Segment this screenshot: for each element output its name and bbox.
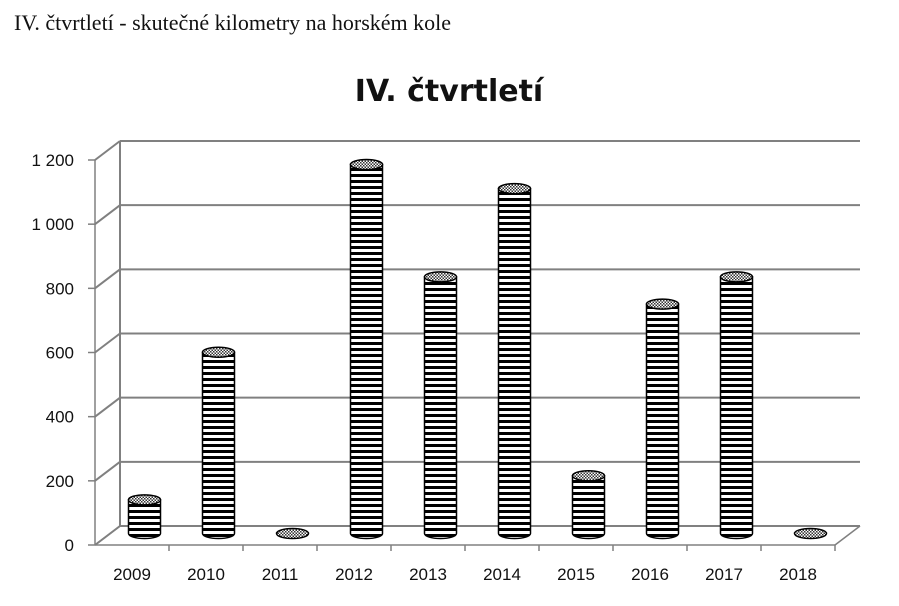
chart-title: IV. čtvrtletí [355, 74, 545, 109]
bar-body [349, 163, 384, 540]
x-tick-label: 2009 [113, 565, 151, 584]
bar-body [201, 351, 236, 540]
gridline-depth [94, 140, 121, 161]
gridline-depth [94, 396, 121, 418]
gridline-depth [94, 461, 121, 482]
bar-2012 [349, 158, 384, 540]
x-tick-label: 2011 [262, 565, 299, 584]
x-tick-label: 2018 [779, 565, 817, 584]
bar-body [497, 187, 532, 540]
bar-2013 [423, 271, 458, 540]
bar-cap [793, 527, 828, 540]
bar-body [719, 276, 754, 540]
y-tick-label: 800 [46, 279, 74, 298]
bar-cap [349, 158, 384, 171]
y-axis: 0 200 400 600 800 1 000 1 200 [31, 151, 95, 555]
floor-right-edge [834, 525, 861, 546]
gridline-depth [94, 268, 121, 290]
bar-2016 [645, 298, 680, 540]
bar-2015 [571, 470, 606, 540]
y-tick-label: 400 [46, 408, 74, 427]
gridline-depth [94, 332, 121, 354]
bar-cap [423, 271, 458, 283]
x-tick-label: 2015 [557, 565, 595, 584]
y-tick-label: 1 200 [31, 151, 74, 170]
bar-body [571, 475, 606, 540]
x-tick-label: 2014 [483, 565, 521, 584]
y-tick-label: 600 [46, 344, 74, 363]
bar-2010 [201, 346, 236, 540]
page-heading: IV. čtvrtletí - skutečné kilometry na ho… [14, 10, 452, 35]
x-axis: 2009 2010 2011 2012 2013 2014 2015 2016 2017 2018 [113, 545, 836, 584]
x-tick-label: 2013 [409, 565, 447, 584]
x-tick-label: 2016 [631, 565, 669, 584]
bar-2011 [275, 527, 310, 540]
bar-cap [201, 346, 236, 358]
x-tick-label: 2010 [187, 565, 225, 584]
bar-cap [127, 494, 162, 506]
bar-cap [275, 527, 310, 540]
y-tick-label: 1 000 [31, 215, 74, 234]
bar-body [423, 276, 458, 540]
bar-cap [497, 182, 532, 195]
x-tick-label: 2012 [335, 565, 373, 584]
bar-cap [645, 298, 680, 310]
floor-left-edge [94, 525, 121, 546]
bar-2018 [793, 527, 828, 540]
bars [127, 158, 828, 540]
x-tick-label: 2017 [705, 565, 743, 584]
y-tick-label: 0 [65, 536, 74, 555]
gridline-depth [94, 204, 121, 225]
bar-body [645, 303, 680, 540]
bar-2017 [719, 271, 754, 540]
bar-cap [571, 470, 606, 482]
bar-cap [719, 271, 754, 283]
y-tick-label: 200 [46, 472, 74, 491]
bar-2014 [497, 182, 532, 540]
bar-2009 [127, 494, 162, 540]
bar-body [127, 499, 162, 540]
